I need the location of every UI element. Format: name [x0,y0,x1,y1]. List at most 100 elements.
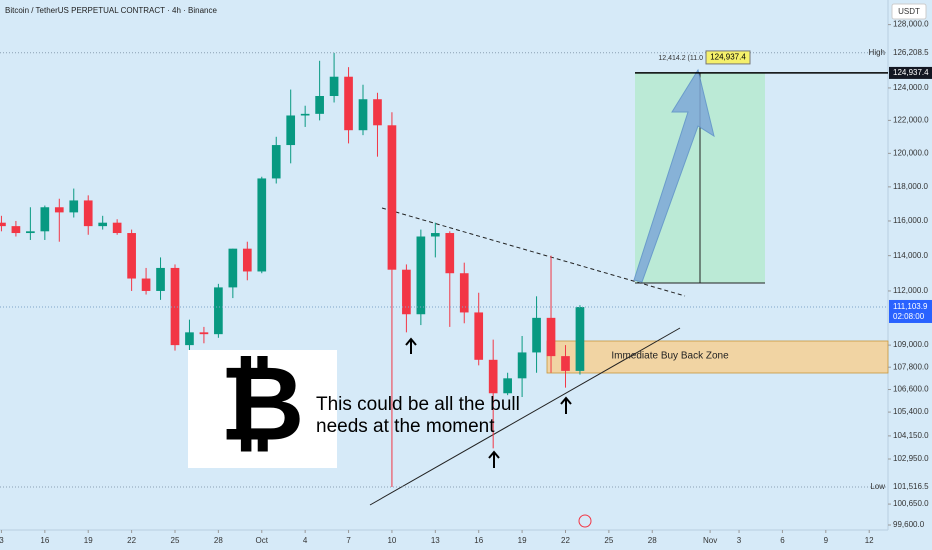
x-tick-label: 16 [474,536,483,545]
y-tick-label: 104,150.0 [893,431,929,440]
buy-back-zone [546,340,889,374]
countdown: 02:08:00 [893,312,925,321]
candle-body [358,99,368,131]
extreme-label: High [869,48,885,57]
candle-body [459,273,469,313]
price-box [889,299,932,323]
candle-body [40,207,50,232]
candle-body [242,248,252,272]
candle-body [286,115,296,146]
x-tick-label: 10 [387,536,396,545]
x-tick-label: 19 [518,536,527,545]
candle-body [185,332,194,346]
extreme-label: Low [870,482,885,491]
support-line [369,327,681,506]
x-tick-label: 16 [40,536,49,545]
candle-body [228,248,238,288]
candle-body [344,76,353,131]
candle-body [69,200,79,213]
extreme-price: 101,516.5 [893,482,929,491]
y-tick-label: 100,650.0 [893,499,929,508]
y-tick-label: 105,400.0 [893,407,929,416]
x-tick-label: Nov [703,536,717,545]
target-info: 12,414.2 (11.0 [658,55,703,62]
candle-body [329,76,339,97]
up-arrow [488,450,500,468]
candle-body [561,356,570,371]
candle-body [54,207,64,213]
candle-body [474,312,484,360]
y-tick-label: 116,000.0 [893,216,929,225]
y-tick-label: 128,000.0 [893,20,929,29]
currency-box [891,3,927,20]
x-tick-label: 9 [824,536,829,545]
up-arrow [405,337,417,354]
x-tick-label: 19 [84,536,93,545]
x-tick-label: 22 [561,536,570,545]
caption: This could be all the bull [316,394,520,415]
target-tag-label: 124,937.4 [710,53,746,62]
x-tick-label: 3 [0,536,4,545]
x-tick-label: 25 [171,536,180,545]
x-tick-label: 22 [127,536,136,545]
y-tick-label: 102,950.0 [893,454,929,463]
candle-body [532,317,541,353]
x-tick-label: Oct [256,536,269,545]
x-tick-label: 25 [604,536,613,545]
candle-body [517,352,527,379]
currency: USDT [898,7,920,16]
candle-body [83,200,93,227]
candle-body [546,317,556,357]
candle-body [11,226,21,234]
y-tick-label: 124,000.0 [893,83,929,92]
x-tick-label: 6 [780,536,785,545]
candle-body [214,287,223,335]
projection-arrow [633,68,715,283]
chart-title: Bitcoin / TetherUS PERPETUAL CONTRACT · … [5,6,217,15]
candle-body [199,332,209,335]
x-tick-label: 3 [737,536,742,545]
y-tick-label: 99,600.0 [893,520,925,529]
x-tick-label: 7 [346,536,351,545]
zone-label: Immediate Buy Back Zone [611,351,729,362]
target-price: 124,937.4 [893,68,929,77]
event-icon [578,514,592,528]
target-tag [705,50,751,65]
candle-body [112,222,122,234]
extreme-price-box [889,46,932,59]
candle-body [271,145,281,179]
candle-body [156,267,165,291]
candle-body [0,222,6,227]
candle-body [141,278,151,291]
y-tick-label: 122,000.0 [893,115,929,124]
up-arrow [560,396,572,414]
x-tick-label: 13 [431,536,440,545]
logo-box [188,350,337,468]
y-tick-label: 112,000.0 [893,286,929,295]
x-tick-label: 28 [648,536,657,545]
candle-body [373,99,382,126]
extreme-price-box [889,480,932,493]
x-tick-label: 12 [865,536,874,545]
x-tick-label: 4 [303,536,308,545]
candle-body [300,113,310,116]
candle-body [26,231,35,234]
y-tick-label: 118,000.0 [893,182,929,191]
candle-body [315,96,324,114]
candle-body [98,222,108,227]
bitcoin-logo: ₿ [220,346,305,462]
y-tick-label: 114,000.0 [893,251,929,260]
candle-body [387,125,397,270]
y-tick-label: 106,600.0 [893,385,929,394]
y-tick-label: 120,000.0 [893,148,929,157]
y-tick-label: 107,800.0 [893,362,929,371]
x-tick-label: 28 [214,536,223,545]
candle-body [488,359,498,394]
candle-body [127,233,136,279]
candle-body [402,269,411,315]
price-label: 111,103.9 [893,302,928,311]
candle-body [430,233,440,237]
candle-body [416,236,426,315]
y-tick-label: 109,000.0 [893,340,929,349]
